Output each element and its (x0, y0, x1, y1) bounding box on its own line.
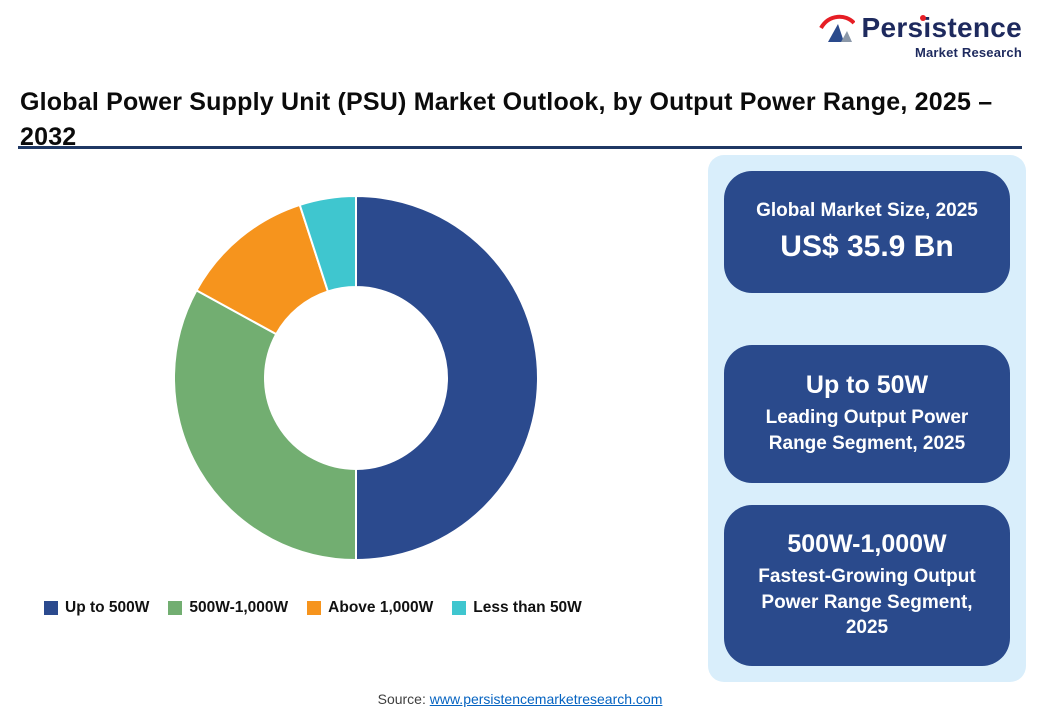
market-size-card: Global Market Size, 2025 US$ 35.9 Bn (724, 171, 1010, 293)
legend-item: Up to 500W (44, 599, 149, 617)
logo-brand-name: Persistence (861, 14, 1022, 42)
legend-item: 500W-1,000W (168, 599, 288, 617)
logo-brand-word: Persistence (861, 12, 1022, 43)
source-prefix: Source: (377, 691, 430, 707)
donut-segment-3 (298, 194, 357, 293)
donut-segment-0 (355, 194, 539, 562)
fastest-growing-card: 500W-1,000W Fastest-Growing Output Power… (724, 505, 1010, 666)
market-size-value: US$ 35.9 Bn (780, 230, 954, 263)
logo-i-dot-icon (920, 15, 927, 21)
legend-label: Less than 50W (473, 599, 582, 616)
legend: Up to 500W 500W-1,000W Above 1,000W Less th… (44, 599, 582, 617)
page-title: Global Power Supply Unit (PSU) Market Ou… (20, 87, 993, 151)
leading-segment-desc: Leading Output Power Range Segment, 2025 (765, 407, 969, 454)
legend-swatch (44, 601, 58, 615)
legend-item: Less than 50W (452, 599, 582, 617)
fastest-growing-name: 500W-1,000W (787, 530, 947, 559)
brand-logo: Persistence Market Research (819, 12, 1022, 60)
legend-swatch (168, 601, 183, 615)
logo-triangle-grey (841, 31, 853, 42)
title-divider (18, 146, 1022, 149)
logo-subtitle: Market Research (914, 45, 1022, 60)
source-line: Source: www.persistencemarketresearch.co… (0, 691, 1040, 707)
legend-label: 500W-1,000W (189, 599, 289, 616)
legend-label: Up to 500W (65, 599, 150, 616)
info-panel: Global Market Size, 2025 US$ 35.9 Bn Up … (708, 155, 1026, 682)
market-size-label: Global Market Size, 2025 (756, 200, 978, 221)
logo-graphic-icon (819, 14, 856, 42)
donut-segment-1 (173, 288, 357, 562)
legend-swatch (452, 601, 467, 615)
donut-chart (173, 194, 539, 562)
legend-swatch (307, 601, 322, 615)
legend-item: Above 1,000W (307, 599, 433, 617)
logo-swoosh-red (819, 14, 856, 30)
logo-triangle-blue (828, 24, 845, 42)
leading-segment-name: Up to 50W (805, 371, 929, 400)
leading-segment-card: Up to 50W Leading Output Power Range Seg… (724, 345, 1010, 483)
source-link[interactable]: www.persistencemarketresearch.com (429, 691, 663, 707)
legend-label: Above 1,000W (328, 599, 434, 616)
logo-text: Persistence Market Research (861, 14, 1022, 61)
fastest-growing-desc: Fastest-Growing Output Power Range Segme… (758, 566, 976, 639)
